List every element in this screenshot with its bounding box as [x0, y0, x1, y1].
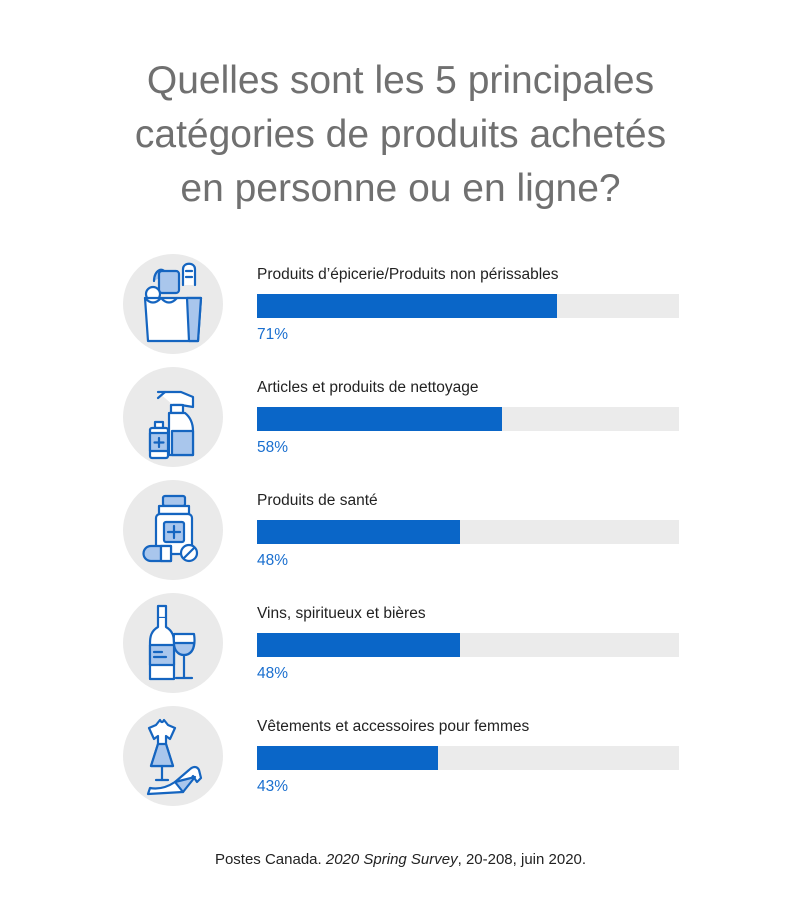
bar-fill [257, 294, 557, 318]
bar-fill [257, 407, 502, 431]
grocery-bag-icon [123, 254, 223, 354]
chart-title: Quelles sont les 5 principales catégorie… [0, 54, 801, 216]
bar-track [257, 746, 679, 770]
title-line: en personne ou en ligne? [180, 167, 621, 210]
bar-value-label: 71% [257, 326, 289, 343]
bar-category-label: Vins, spiritueux et bières [257, 605, 426, 622]
bar-category-label: Articles et produits de nettoyage [257, 379, 479, 396]
title-line: Quelles sont les 5 principales [146, 59, 655, 102]
title-line: catégories de produits achetés [134, 113, 667, 156]
bar-value-label: 48% [257, 665, 289, 682]
bar-track [257, 520, 679, 544]
bar-fill [257, 746, 438, 770]
bar-value-label: 58% [257, 439, 289, 456]
source-prefix: Postes Canada. [214, 851, 326, 868]
bar-row: Produits de santé 48% [0, 480, 801, 590]
bar-track [257, 407, 679, 431]
bar-category-label: Produits d’épicerie/Produits non périssa… [257, 266, 559, 283]
dress-shoe-icon [123, 706, 223, 806]
bar-track [257, 633, 679, 657]
bar-row: Vins, spiritueux et bières 48% [0, 593, 801, 703]
bar-fill [257, 633, 460, 657]
bar-row: Vêtements et accessoires pour femmes 43% [0, 706, 801, 816]
bar-track [257, 294, 679, 318]
source-suffix: , 20-208, juin 2020. [457, 851, 587, 868]
medicine-bottle-icon [123, 480, 223, 580]
bar-row: Articles et produits de nettoyage 58% [0, 367, 801, 477]
source-survey-name: 2020 Spring Survey [325, 851, 458, 868]
bar-value-label: 48% [257, 552, 289, 569]
bar-fill [257, 520, 460, 544]
wine-bottle-icon [123, 593, 223, 693]
bar-row: Produits d’épicerie/Produits non périssa… [0, 254, 801, 364]
bar-value-label: 43% [257, 778, 289, 795]
bar-category-label: Vêtements et accessoires pour femmes [257, 718, 530, 735]
bar-category-label: Produits de santé [257, 492, 378, 509]
source-citation: Postes Canada. 2020 Spring Survey, 20-20… [0, 851, 801, 868]
spray-bottle-icon [123, 367, 223, 467]
